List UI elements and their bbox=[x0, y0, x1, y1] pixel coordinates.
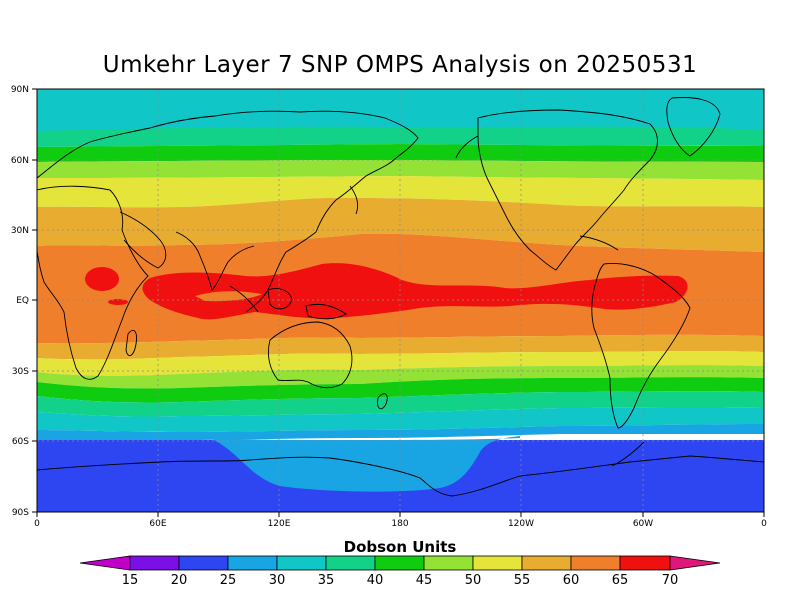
colorbar-label: 25 bbox=[220, 573, 237, 588]
lat-label-60n: 60N bbox=[11, 156, 29, 166]
colorbar-65-70 bbox=[619, 555, 671, 571]
lat-label-90s: 90S bbox=[12, 508, 29, 518]
colorbar-40-45 bbox=[374, 555, 425, 571]
colorbar-50-55 bbox=[472, 555, 523, 571]
lon-label-60w: 60W bbox=[633, 519, 653, 529]
band-40-45-south bbox=[37, 377, 764, 403]
lat-label-eq: EQ bbox=[16, 296, 29, 306]
colorbar-label: 30 bbox=[269, 573, 286, 588]
lon-label-60e: 60E bbox=[149, 519, 166, 529]
patch-65-70-india bbox=[108, 299, 128, 305]
colorbar-label: 35 bbox=[318, 573, 335, 588]
band-55-60-south bbox=[37, 334, 764, 360]
band-25-30-south bbox=[37, 424, 764, 441]
coast-newguinea bbox=[305, 303, 347, 320]
coast-antarctica bbox=[37, 455, 764, 497]
lon-label-180: 180 bbox=[391, 519, 408, 529]
coast-caribbean bbox=[579, 235, 619, 251]
colorbar-35-40 bbox=[325, 555, 376, 571]
band-40-45-north bbox=[37, 144, 764, 162]
colorbar-label: 65 bbox=[612, 573, 629, 588]
coast-madagascar bbox=[125, 330, 137, 357]
band-50-55-north bbox=[37, 176, 764, 208]
coast-antarctic-peninsula bbox=[611, 441, 645, 467]
lat-axis bbox=[32, 88, 37, 513]
colorbar-label: 60 bbox=[563, 573, 580, 588]
coast-alaska bbox=[455, 135, 479, 159]
coast-north-america bbox=[477, 109, 658, 271]
coast-africa bbox=[37, 185, 149, 380]
coast-newzealand bbox=[377, 393, 388, 410]
coast-india bbox=[175, 231, 255, 291]
lat-label-60s: 60S bbox=[12, 437, 29, 447]
colorbar-label: 50 bbox=[465, 573, 482, 588]
colorbar-arrow-high bbox=[669, 555, 721, 571]
lon-label-0-right: 0 bbox=[761, 519, 767, 529]
patch-65-70-africa bbox=[85, 267, 119, 291]
grid-lines bbox=[37, 89, 764, 512]
lon-axis bbox=[36, 512, 765, 517]
chart-title: Umkehr Layer 7 SNP OMPS Analysis on 2025… bbox=[102, 52, 698, 78]
band-50-55-south bbox=[37, 351, 764, 376]
lat-labels: 90N 60N 30N EQ 30S 60S 90S bbox=[11, 85, 29, 518]
colorbar-label: 20 bbox=[171, 573, 188, 588]
colorbar-45-50 bbox=[423, 555, 474, 571]
band-45-50-north bbox=[37, 160, 764, 180]
lat-label-90n: 90N bbox=[11, 85, 29, 95]
lon-label-0-left: 0 bbox=[34, 519, 40, 529]
coast-sumatra bbox=[229, 285, 259, 313]
colorbar-label: 15 bbox=[122, 573, 139, 588]
band-55-60-north bbox=[37, 197, 764, 252]
coast-australia bbox=[267, 321, 353, 389]
lon-label-120e: 120E bbox=[268, 519, 291, 529]
lat-label-30s: 30S bbox=[12, 367, 29, 377]
colorbar-labels: 15 20 25 30 35 40 45 50 55 60 65 70 bbox=[122, 573, 679, 588]
coast-borneo bbox=[267, 288, 293, 310]
band-35-40-south bbox=[37, 391, 764, 417]
band-30-35-south bbox=[37, 407, 764, 432]
coast-eurasia-north bbox=[37, 110, 419, 313]
colorbar-15-20 bbox=[129, 555, 180, 571]
colorbar-25-30 bbox=[227, 555, 278, 571]
colorbar-20-25 bbox=[178, 555, 229, 571]
colorbar bbox=[79, 555, 721, 571]
colorbar-label: 70 bbox=[662, 573, 679, 588]
colorbar-30-35 bbox=[276, 555, 327, 571]
colorbar-arrow-low bbox=[79, 555, 131, 571]
lon-labels: 0 60E 120E 180 120W 60W 0 bbox=[34, 519, 767, 529]
colorbar-55-60 bbox=[521, 555, 572, 571]
colorbar-title: Dobson Units bbox=[344, 538, 457, 556]
lat-label-30n: 30N bbox=[11, 226, 29, 236]
coast-south-america bbox=[591, 263, 691, 429]
band-35-40-north bbox=[37, 126, 764, 147]
patch-60-65-gap bbox=[195, 291, 262, 302]
coast-arabia bbox=[119, 211, 167, 269]
coast-greenland bbox=[666, 97, 721, 157]
colorbar-60-65 bbox=[570, 555, 621, 571]
lon-label-120w: 120W bbox=[508, 519, 534, 529]
colorbar-label: 40 bbox=[367, 573, 384, 588]
colorbar-label: 55 bbox=[514, 573, 531, 588]
coast-japan bbox=[349, 185, 359, 215]
colorbar-label: 45 bbox=[416, 573, 433, 588]
coastlines bbox=[37, 97, 764, 497]
